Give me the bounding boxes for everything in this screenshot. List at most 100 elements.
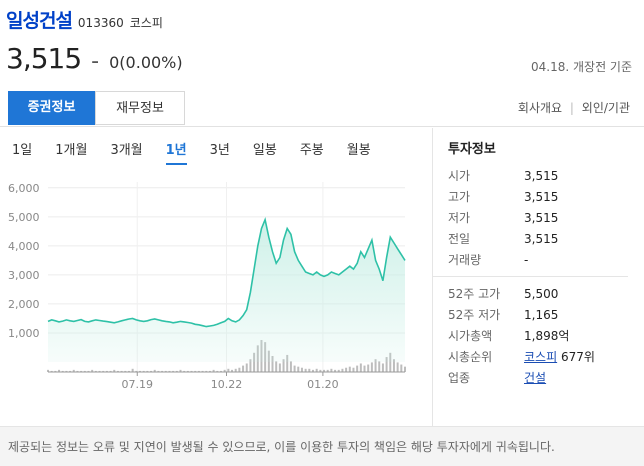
y-tick-label: 6,000: [8, 182, 40, 195]
period-option[interactable]: 1개월: [55, 143, 88, 158]
volume-bar: [212, 369, 215, 372]
volume-bar: [72, 369, 75, 372]
volume-bar: [319, 369, 322, 372]
volume-bar: [385, 357, 388, 372]
volume-bar: [223, 369, 226, 372]
volume-bar: [58, 369, 61, 372]
volume-bar: [65, 370, 68, 372]
volume-bar: [91, 369, 94, 372]
company-links: 회사개요 | 외인/기관: [518, 91, 630, 125]
volume-bar: [113, 369, 116, 372]
rank-value: 677위: [560, 350, 595, 364]
info-label: 시가총액: [448, 329, 493, 343]
volume-bar: [341, 368, 344, 372]
price-change: 0(0.00%): [109, 53, 183, 72]
rank-label: 시총순위: [448, 350, 493, 364]
volume-bar: [278, 363, 281, 372]
x-tick-label: 07.19: [122, 378, 154, 390]
disclaimer: 제공되는 정보는 오류 및 지연이 발생될 수 있으므로, 이를 이용한 투자의…: [0, 426, 644, 466]
period-selector: 1일 1개월 3개월 1년 3년 일봉 주봉 월봉: [12, 139, 394, 165]
volume-bar: [172, 370, 175, 372]
y-tick-label: 1,000: [8, 327, 40, 340]
period-option[interactable]: 3개월: [110, 143, 143, 158]
info-row: 고가 3,515: [448, 186, 638, 207]
volume-bar: [153, 369, 156, 372]
volume-bar: [69, 370, 72, 372]
industry-link[interactable]: 건설: [524, 371, 547, 385]
rank-market-link[interactable]: 코스피: [524, 350, 558, 364]
volume-bar: [271, 356, 274, 372]
volume-bar: [289, 361, 292, 372]
price-line: [47, 216, 406, 328]
volume-bar: [205, 370, 208, 372]
volume-bar: [150, 370, 153, 372]
period-option[interactable]: 주봉: [299, 143, 324, 158]
volume-bar: [300, 367, 303, 372]
volume-bar: [392, 359, 395, 372]
company-overview-link[interactable]: 회사개요: [517, 101, 563, 115]
x-tick-label: 10.22: [211, 378, 243, 390]
info-label: 시가: [448, 169, 471, 183]
volume-bar: [363, 365, 366, 372]
volume-bar: [190, 370, 193, 372]
volume-bar: [186, 370, 189, 372]
current-price: 3,515: [6, 42, 82, 75]
volume-bar: [245, 363, 248, 372]
volume-bar: [201, 370, 204, 372]
volume-bar: [308, 368, 311, 372]
period-option[interactable]: 1일: [12, 143, 33, 158]
info-row: 전일 3,515: [448, 228, 638, 249]
volume-bar: [370, 362, 373, 372]
volume-bar: [389, 352, 392, 372]
info-row: 시가총액 1,898억: [448, 325, 638, 346]
stock-name[interactable]: 일성건설: [6, 10, 73, 32]
volume-bar: [378, 361, 381, 372]
info-row: 저가 3,515: [448, 207, 638, 228]
volume-bar: [54, 370, 57, 372]
tab-financial-info[interactable]: 재무정보: [95, 91, 185, 125]
info-row-industry: 업종 건설: [448, 367, 638, 388]
volume-bar: [367, 364, 370, 372]
period-option[interactable]: 월봉: [346, 143, 371, 158]
volume-bar: [194, 370, 197, 372]
volume-bar: [142, 370, 145, 372]
volume-bar: [311, 369, 314, 372]
volume-bar: [330, 368, 333, 372]
volume-bar: [157, 370, 160, 372]
y-tick-label: 4,000: [8, 240, 40, 253]
volume-bar: [326, 369, 329, 372]
volume-bar: [396, 362, 399, 372]
volume-bar: [94, 370, 97, 372]
foreign-institution-link[interactable]: 외인/기관: [581, 101, 630, 115]
volume-bar: [374, 359, 377, 372]
volume-bar: [231, 369, 234, 372]
volume-bar: [124, 370, 127, 372]
info-label: 저가: [448, 211, 471, 225]
volume-bar: [352, 367, 355, 372]
price-chart: 6,000 5,000 4,000 3,000 2,000 1,000 07.19 10.22…: [8, 182, 406, 390]
price-datetime: 04.18. 개장전 기준: [531, 60, 632, 74]
info-divider: [432, 276, 628, 277]
volume-bar: [47, 369, 49, 372]
volume-bar: [109, 370, 112, 372]
period-option[interactable]: 일봉: [252, 143, 277, 158]
info-label: 거래량: [448, 253, 482, 267]
volume-bar: [297, 366, 300, 372]
volume-bar: [175, 370, 178, 372]
period-option[interactable]: 3년: [209, 143, 230, 158]
volume-bar: [348, 366, 351, 372]
info-row: 52주 저가 1,165: [448, 304, 638, 325]
tab-securities-info[interactable]: 증권정보: [8, 91, 95, 125]
info-value: 3,515: [524, 189, 559, 204]
volume-bar: [381, 363, 384, 372]
volume-bar: [216, 370, 219, 372]
volume-bar: [345, 367, 348, 372]
volume-bar: [61, 370, 64, 372]
volume-bar: [161, 370, 164, 372]
tab-bar: 증권정보 재무정보 회사개요 | 외인/기관: [0, 91, 644, 127]
info-label: 52주 고가: [448, 287, 501, 301]
period-option[interactable]: 1년: [165, 139, 187, 165]
stock-header: 일성건설 013360 코스피: [6, 6, 163, 33]
volume-bar: [131, 368, 134, 372]
info-value: 3,515: [524, 231, 559, 246]
